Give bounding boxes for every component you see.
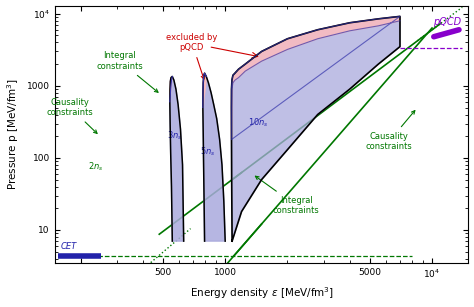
Text: Integral
constraints: Integral constraints	[97, 52, 158, 92]
Text: Integral
constraints: Integral constraints	[255, 176, 319, 215]
Polygon shape	[231, 16, 400, 241]
Text: $10n_s$: $10n_s$	[248, 117, 269, 129]
Polygon shape	[231, 16, 400, 139]
Polygon shape	[170, 76, 184, 241]
Polygon shape	[203, 73, 225, 241]
Text: excluded by
pQCD: excluded by pQCD	[166, 33, 218, 79]
Text: $3n_s$: $3n_s$	[166, 130, 182, 142]
Text: Causality
constraints: Causality constraints	[47, 98, 97, 134]
X-axis label: Energy density $\epsilon$ [MeV/fm$^3$]: Energy density $\epsilon$ [MeV/fm$^3$]	[190, 286, 334, 301]
Text: CET: CET	[61, 242, 77, 251]
Text: $2n_s$: $2n_s$	[88, 161, 103, 173]
Polygon shape	[170, 76, 172, 102]
Polygon shape	[203, 73, 206, 107]
Y-axis label: Pressure p [MeV/fm$^3$]: Pressure p [MeV/fm$^3$]	[6, 78, 21, 190]
Text: $5n_s$: $5n_s$	[200, 146, 215, 158]
Text: pQCD: pQCD	[433, 17, 461, 27]
Text: Causality
constraints: Causality constraints	[366, 111, 415, 151]
